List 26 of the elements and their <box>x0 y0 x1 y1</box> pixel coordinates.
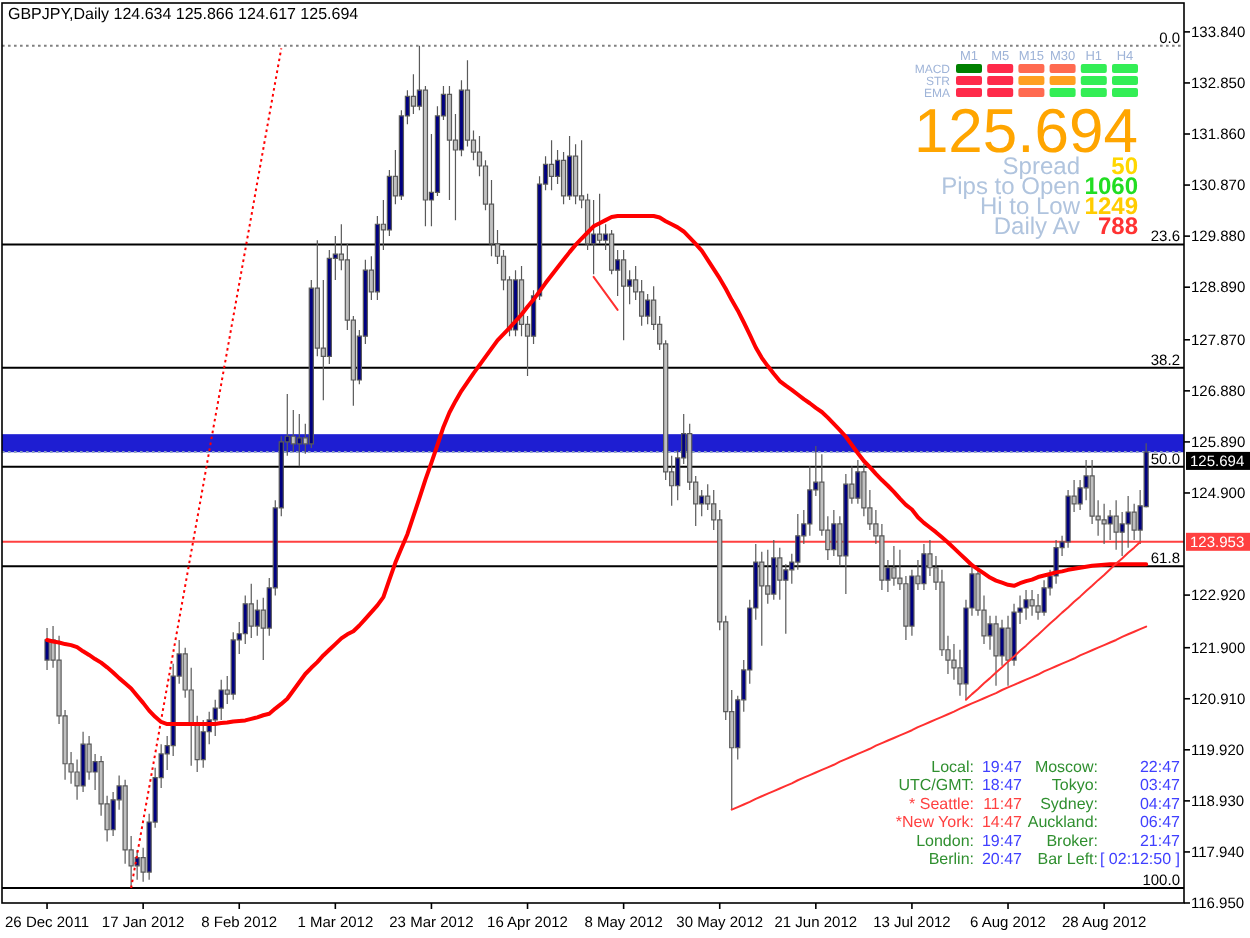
annotation: 21:47 <box>1139 831 1182 850</box>
annotation: *New York: <box>895 813 974 832</box>
annotation: Moscow: <box>1034 758 1098 776</box>
annotation: 11:47 <box>983 794 1024 813</box>
annotation: [ 02:12:50 ] <box>1099 850 1180 868</box>
annotation: UTC/GMT: <box>898 776 974 795</box>
annotation: 18:47 <box>981 776 1024 795</box>
annotation: London: <box>916 831 974 850</box>
annotation: 22:47 <box>1139 758 1182 776</box>
annotation: Broker: <box>1046 831 1098 850</box>
annotation: 03:47 <box>1139 776 1182 795</box>
annotation: * Seattle: <box>909 794 974 813</box>
annotation: Auckland: <box>1027 813 1098 832</box>
annotation: 20:47 <box>981 850 1024 868</box>
annotation: 14:47 <box>981 813 1024 832</box>
annotation: Daily Av <box>993 212 1080 240</box>
annotation: Local: <box>931 758 974 776</box>
annotation: Sydney: <box>1040 794 1098 813</box>
annotation: Berlin: <box>928 850 974 868</box>
annotation: 19:47 <box>981 758 1024 776</box>
annotation: 04:47 <box>1139 794 1182 813</box>
annotation: Bar Left: <box>1037 850 1098 868</box>
annotation: 06:47 <box>1139 813 1182 832</box>
chart-title: GBPJPY,Daily 124.634 125.866 124.617 125.694 <box>8 5 360 23</box>
annotation: Tokyo: <box>1051 776 1098 795</box>
annotation: 19:47 <box>981 831 1024 850</box>
